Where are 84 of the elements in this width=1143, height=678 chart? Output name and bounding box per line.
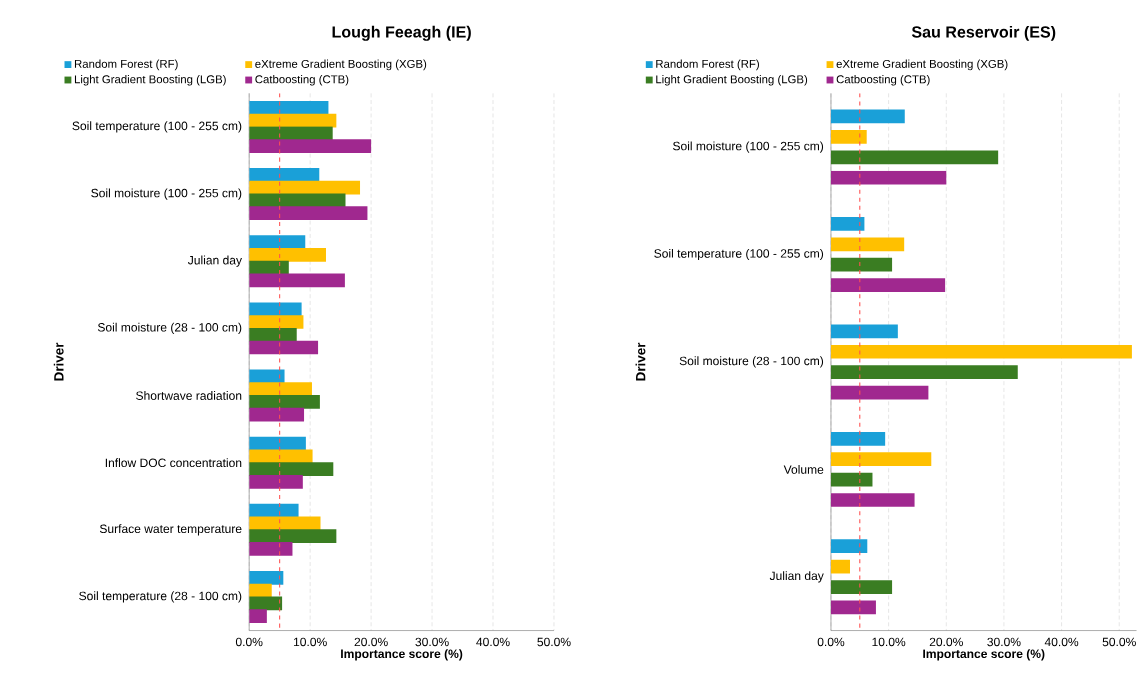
bar: [830, 170, 947, 185]
bar: [249, 394, 320, 409]
x-tick-label: 50.0%: [1102, 637, 1136, 647]
bar: [249, 609, 267, 623]
bar: [830, 580, 893, 594]
bar: [830, 278, 946, 292]
bar: [830, 150, 999, 165]
bar: [830, 324, 898, 339]
legend-label: Catboosting (CTB): [255, 74, 349, 86]
legend-label: Random Forest (RF): [656, 59, 759, 71]
bar: [249, 542, 293, 556]
bar: [830, 385, 929, 400]
y-axis-title: Driver: [635, 342, 646, 381]
bar: [249, 449, 313, 464]
y-tick-label: Julian day: [187, 255, 242, 267]
y-tick-label: Soil moisture (28 - 100 cm): [679, 356, 824, 368]
bar: [249, 206, 368, 220]
bar: [830, 129, 867, 144]
bar: [830, 109, 905, 124]
bar: [830, 472, 873, 487]
y-tick-label: Soil temperature (100 - 255 cm): [72, 121, 242, 133]
x-tick-label: 40.0%: [1044, 637, 1079, 647]
bar: [249, 570, 284, 585]
bar: [249, 302, 302, 317]
chart-title: Sau Reservoir (ES): [911, 25, 1056, 41]
y-tick-label: Soil temperature (100 - 255 cm): [654, 248, 824, 261]
y-tick-label: Surface water temperature: [99, 524, 242, 536]
bar: [830, 431, 886, 446]
y-tick-label: Soil moisture (100 - 255 cm): [91, 188, 242, 200]
bar: [830, 216, 865, 231]
x-tick-label: 0.0%: [235, 637, 263, 647]
bar: [249, 327, 297, 342]
legend-label: eXtreme Gradient Boosting (XGB): [255, 59, 427, 71]
bar: [249, 260, 289, 275]
legend-label: Catboosting (CTB): [836, 74, 930, 86]
y-axis-title: Driver: [53, 342, 64, 381]
y-tick-label: Volume: [783, 464, 824, 474]
bar: [249, 315, 304, 329]
bar: [830, 257, 893, 272]
x-tick-label: 30.0%: [415, 637, 449, 647]
bar: [830, 559, 850, 574]
bar: [830, 493, 915, 507]
bar: [830, 344, 1132, 359]
bar: [830, 365, 1018, 379]
x-tick-label: 40.0%: [476, 637, 510, 647]
bar: [249, 407, 305, 422]
y-tick-label: Soil moisture (100 - 255 cm): [673, 141, 824, 153]
legend-label: Light Gradient Boosting (LGB): [74, 74, 226, 86]
bar: [249, 168, 320, 182]
y-tick-label: Soil temperature (28 - 100 cm): [79, 591, 242, 603]
bar: [249, 340, 319, 355]
legend-label: Random Forest (RF): [74, 59, 178, 71]
bar: [249, 100, 329, 115]
bar: [249, 139, 372, 153]
bar: [830, 237, 905, 252]
bar: [249, 529, 337, 543]
bar: [249, 462, 334, 476]
bar: [249, 235, 306, 249]
legend-label: eXtreme Gradient Boosting (XGB): [836, 59, 1008, 71]
y-tick-label: Julian day: [769, 571, 824, 583]
y-tick-label: Shortwave radiation: [136, 391, 242, 400]
bar: [249, 180, 361, 195]
x-tick-label: 50.0%: [537, 637, 571, 647]
x-tick-label: 10.0%: [872, 637, 906, 647]
x-tick-label: 10.0%: [293, 637, 327, 647]
bar: [830, 600, 876, 615]
bar: [830, 539, 868, 553]
x-tick-label: 0.0%: [817, 637, 845, 647]
x-tick-label: 20.0%: [354, 637, 388, 647]
bar: [249, 247, 326, 262]
legend-label: Light Gradient Boosting (LGB): [656, 74, 808, 86]
x-axis-title: Importance score (%): [923, 649, 1045, 661]
bar: [249, 382, 312, 396]
bar: [830, 452, 932, 466]
y-tick-label: Soil moisture (28 - 100 cm): [97, 322, 242, 334]
bar: [249, 273, 345, 288]
x-tick-label: 20.0%: [929, 637, 963, 647]
x-axis-title: Importance score (%): [341, 649, 463, 661]
bar: [249, 474, 303, 489]
bar: [249, 503, 299, 518]
bar: [249, 596, 283, 611]
x-tick-label: 30.0%: [987, 637, 1021, 647]
chart-title: Lough Feeagh (IE): [332, 25, 471, 41]
y-tick-label: Inflow DOC concentration: [105, 458, 242, 468]
